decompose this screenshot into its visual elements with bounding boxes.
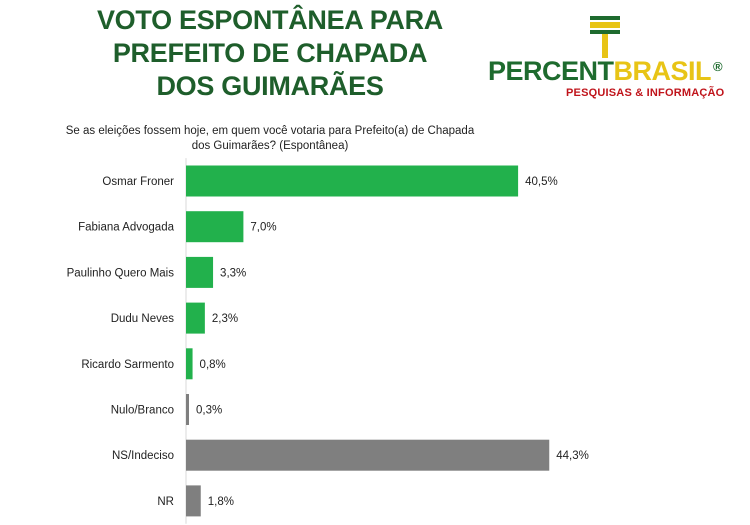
value-label: 0,8%	[200, 359, 226, 371]
bar	[186, 348, 193, 380]
value-label: 7,0%	[250, 222, 276, 234]
bar	[186, 165, 519, 197]
flag-logo-icon	[590, 16, 620, 58]
title-line-1: VOTO ESPONTÂNEA PARA	[96, 5, 444, 35]
title-line-3: DOS GUIMARÃES	[156, 71, 384, 101]
category-label: Nulo/Branco	[111, 405, 174, 417]
bar	[186, 485, 201, 517]
category-label: Ricardo Sarmento	[81, 359, 174, 371]
percentbrasil-logo: PERCENTBRASIL ® PESQUISAS & INFORMAÇÃO	[488, 12, 738, 102]
chart-title: VOTO ESPONTÂNEA PARA PREFEITO DE CHAPADA…	[60, 4, 480, 103]
logo-part-brasil: BRASIL	[613, 56, 712, 86]
category-label: NS/Indeciso	[112, 450, 174, 462]
category-label: Fabiana Advogada	[78, 222, 175, 234]
logo-wordmark: PERCENTBRASIL ®	[488, 56, 723, 86]
value-label: 3,3%	[220, 267, 246, 279]
value-label: 40,5%	[525, 176, 558, 188]
category-label: Paulinho Quero Mais	[67, 267, 175, 279]
logo-part-percent: PERCENT	[488, 56, 614, 86]
category-label: Osmar Froner	[102, 176, 174, 188]
value-label: 0,3%	[196, 405, 222, 417]
value-label: 2,3%	[212, 313, 238, 325]
category-label: Dudu Neves	[111, 313, 175, 325]
bar	[186, 256, 214, 288]
category-label: NR	[157, 496, 174, 508]
survey-question: Se as eleições fossem hoje, em quem você…	[65, 125, 475, 152]
bar	[186, 439, 550, 471]
value-label: 1,8%	[208, 496, 234, 508]
title-line-2: PREFEITO DE CHAPADA	[112, 38, 428, 68]
bar	[186, 211, 244, 243]
value-label: 44,3%	[556, 450, 589, 462]
bar	[186, 302, 205, 334]
logo-subtitle: PESQUISAS & INFORMAÇÃO	[566, 87, 725, 99]
bar	[186, 394, 189, 425]
logo-registered-mark: ®	[713, 59, 723, 74]
